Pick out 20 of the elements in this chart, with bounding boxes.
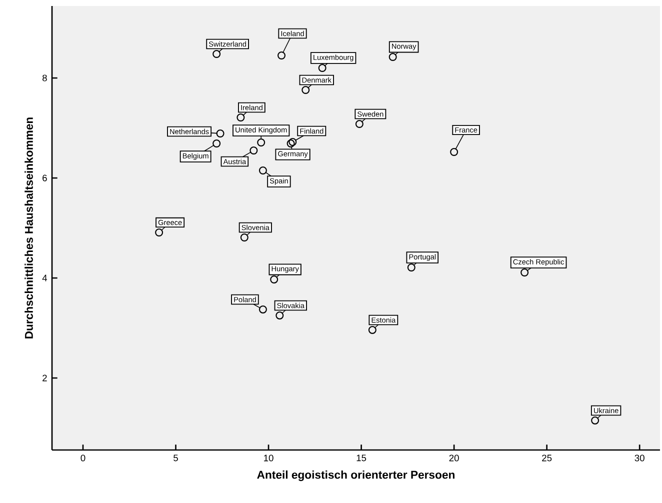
x-axis-title: Anteil egoistisch orienterter Persoen (257, 470, 454, 482)
point (250, 146, 258, 154)
x-tick-label: 0 (80, 454, 86, 462)
x-tick-label: 15 (356, 454, 366, 462)
point (258, 305, 267, 314)
x-tick-label: 25 (542, 454, 552, 462)
y-tick-label: 2 (42, 374, 47, 382)
point (257, 138, 266, 146)
x-tick-label: 20 (449, 454, 459, 462)
x-tick-label: 5 (174, 454, 178, 462)
x-tick-label: 10 (264, 454, 274, 462)
point (450, 148, 458, 156)
point (278, 51, 286, 60)
x-tick-label: 30 (634, 454, 644, 462)
y-tick-label: 8 (42, 74, 47, 82)
point (212, 139, 221, 148)
y-axis-title: Durchschnittliches Haushaltseinkommen (24, 118, 33, 338)
point (216, 129, 224, 138)
y-tick-label: 4 (42, 274, 48, 282)
y-tick-label: 6 (42, 174, 47, 182)
